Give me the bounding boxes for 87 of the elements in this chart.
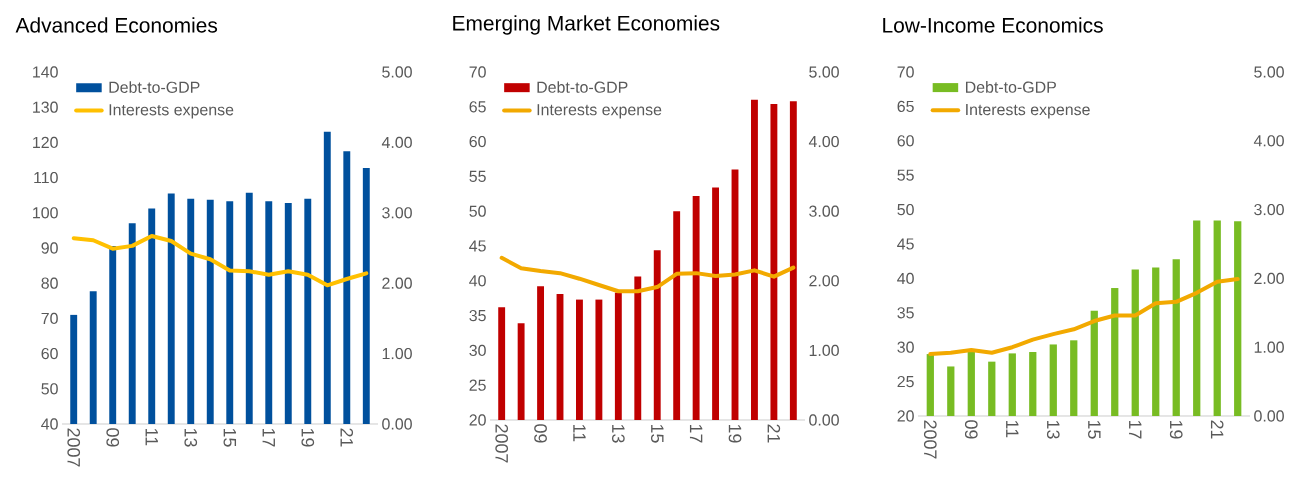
x-tick-label: 17 <box>262 428 275 447</box>
legend-label: Interests expense <box>109 104 234 119</box>
y2-tick-label: 1.00 <box>809 344 839 357</box>
chart-title: Low-Income Economics <box>883 17 1103 33</box>
y2-tick-label: 2.00 <box>382 277 412 289</box>
y-tick-label: 70 <box>469 66 486 78</box>
y-tick-label: 130 <box>33 101 58 113</box>
x-tick-label: 11 <box>145 428 158 446</box>
x-tick-label: 13 <box>184 428 198 447</box>
y-tick-label: 50 <box>897 203 914 216</box>
y-tick-label: 50 <box>469 205 486 217</box>
y-tick-label: 35 <box>469 309 486 322</box>
x-tick-label: 15 <box>223 428 237 447</box>
y2-tick-label: 4.00 <box>808 135 839 148</box>
y2-tick-label: 0.00 <box>1254 410 1284 422</box>
y-tick-label: 120 <box>33 136 58 149</box>
y-tick-label: 35 <box>897 307 914 319</box>
y-tick-label: 55 <box>897 169 914 181</box>
y2-tick-label: 1.00 <box>1254 341 1284 353</box>
x-tick-label: 17 <box>1129 420 1142 439</box>
y2-tick-label: 3.00 <box>809 205 839 217</box>
x-tick-label: 13 <box>612 424 625 443</box>
y-tick-label: 140 <box>33 66 58 78</box>
y2-tick-label: 0.00 <box>809 414 839 426</box>
x-tick-label: 09 <box>534 424 547 443</box>
y-tick-label: 70 <box>897 66 914 78</box>
y-tick-label: 65 <box>897 100 914 113</box>
legend-label: Interests expense <box>966 104 1090 119</box>
y2-tick-label: 4.00 <box>381 136 412 149</box>
legend-label: Debt-to-GDP <box>965 81 1056 93</box>
line-series <box>499 255 796 294</box>
y-tick-label: 40 <box>469 275 486 287</box>
x-tick-label: 15 <box>1088 420 1101 439</box>
y2-tick-label: 3.00 <box>382 207 412 219</box>
y-tick-label: 40 <box>41 418 58 430</box>
x-tick-label: 19 <box>728 424 742 443</box>
x-tick-label: 21 <box>1210 420 1224 439</box>
x-tick-label: 19 <box>301 428 315 447</box>
x-tick-label: 13 <box>1046 420 1060 439</box>
y-tick-label: 55 <box>469 170 486 182</box>
y-tick-label: 80 <box>41 277 58 289</box>
y-tick-label: 40 <box>897 272 914 285</box>
x-tick-label: 09 <box>106 428 120 447</box>
y2-tick-label: 5.00 <box>382 66 412 78</box>
x-tick-label: 11 <box>573 424 586 442</box>
y-tick-label: 60 <box>897 135 914 147</box>
y-tick-label: 25 <box>469 379 486 391</box>
line-series <box>928 277 1240 357</box>
x-tick-label: 2007 <box>67 428 81 467</box>
line-series <box>71 234 369 288</box>
y-tick-label: 100 <box>33 207 58 219</box>
y-tick-label: 65 <box>469 101 486 113</box>
y-tick-label: 25 <box>897 375 914 388</box>
y-tick-label: 50 <box>41 383 58 395</box>
legend-label: Debt-to-GDP <box>537 81 628 93</box>
y2-tick-label: 1.00 <box>382 347 412 360</box>
x-tick-label: 11 <box>1006 420 1019 438</box>
chart-title: Advanced Economies <box>15 17 218 33</box>
x-tick-label: 21 <box>340 428 354 447</box>
y-tick-label: 20 <box>897 410 914 422</box>
y-tick-label: 30 <box>469 344 486 357</box>
y-tick-label: 60 <box>41 347 58 360</box>
chart-title: Emerging Market Economies <box>453 15 720 35</box>
y-tick-label: 70 <box>41 312 58 325</box>
y-tick-label: 30 <box>897 341 914 353</box>
y2-tick-label: 0.00 <box>382 418 412 430</box>
y2-tick-label: 5.00 <box>809 66 839 78</box>
y-tick-label: 45 <box>469 240 486 252</box>
y-tick-label: 90 <box>41 242 58 254</box>
x-tick-label: 17 <box>689 424 703 443</box>
y2-tick-label: 2.00 <box>1254 272 1284 285</box>
x-tick-label: 2007 <box>923 420 937 459</box>
x-tick-label: 19 <box>1169 420 1183 439</box>
y2-tick-label: 2.00 <box>809 275 839 287</box>
x-tick-label: 21 <box>767 424 781 443</box>
y2-tick-label: 3.00 <box>1254 203 1284 216</box>
y-tick-label: 110 <box>34 171 58 184</box>
x-tick-label: 09 <box>964 420 978 439</box>
legend-label: Interests expense <box>537 104 662 119</box>
x-tick-label: 2007 <box>495 424 509 463</box>
x-tick-label: 15 <box>650 424 664 443</box>
y-tick-label: 45 <box>897 238 914 250</box>
y-tick-label: 20 <box>469 414 486 426</box>
y-tick-label: 60 <box>469 135 486 148</box>
y2-tick-label: 5.00 <box>1254 66 1284 78</box>
legend-label: Debt-to-GDP <box>109 81 200 93</box>
y2-tick-label: 4.00 <box>1253 135 1284 147</box>
